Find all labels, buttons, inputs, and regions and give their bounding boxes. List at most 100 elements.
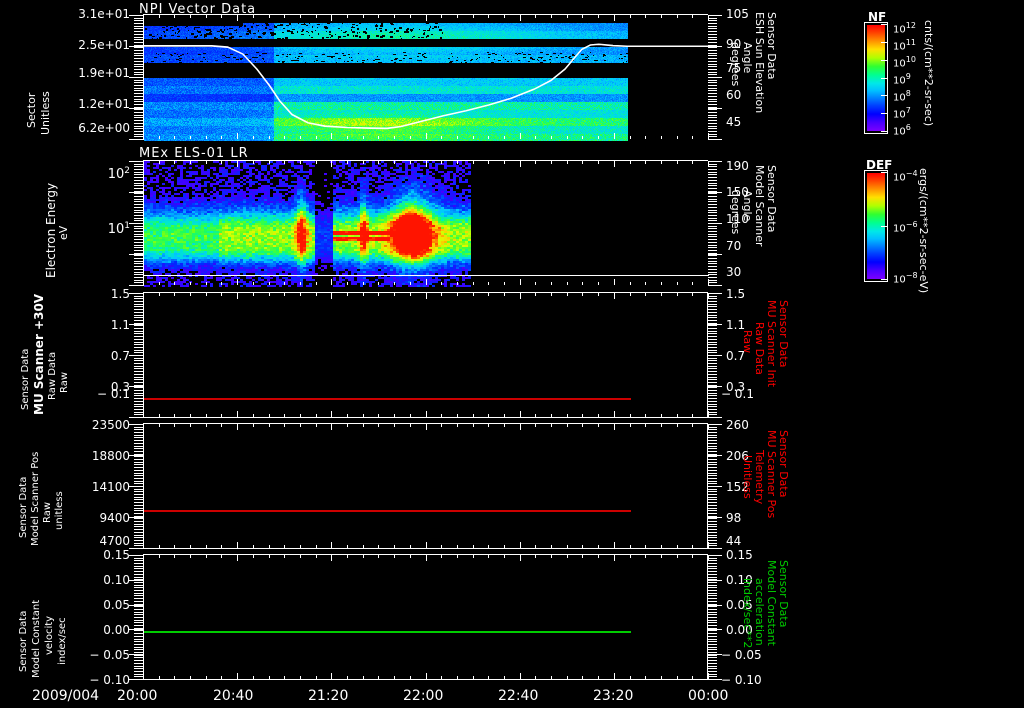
panel4-ytick-major-left bbox=[129, 629, 143, 631]
panel3-ytick-minor-right bbox=[708, 507, 717, 509]
panel3-ytick-major-right bbox=[708, 517, 722, 518]
p4-y2axis-title-3: Telemetry bbox=[753, 450, 766, 505]
panel2-xtick bbox=[331, 293, 333, 299]
panel1-xtick-minor bbox=[409, 161, 411, 164]
panel4-ytick-major-right bbox=[708, 604, 722, 606]
panel3-ytick-minor-right bbox=[708, 475, 717, 477]
panel0-xtick-minor bbox=[629, 15, 631, 18]
p3-ytick-3: 0.3 bbox=[110, 380, 130, 394]
panel1-xtick-minor bbox=[551, 282, 553, 285]
panel1-xtick-minor bbox=[205, 161, 207, 164]
panel1-xtick-minor bbox=[692, 282, 694, 285]
panel3-ytick-minor-left bbox=[134, 437, 143, 439]
panel2-ytick-minor-right bbox=[708, 360, 717, 362]
panel4-ytick-minor-left bbox=[134, 579, 143, 581]
panel2-xtick-minor bbox=[566, 293, 568, 296]
panel4-ytick-minor-left bbox=[134, 565, 143, 567]
panel4-ytick-minor-left bbox=[134, 614, 143, 616]
panel0-xtick-minor bbox=[441, 136, 443, 139]
xaxis-date-label: 2009/004 bbox=[32, 688, 100, 704]
panel3-xtick bbox=[331, 424, 333, 430]
panel1-xtick-minor bbox=[582, 161, 584, 164]
panel2-xtick-minor bbox=[551, 414, 553, 417]
panel1-xtick-minor bbox=[472, 161, 474, 164]
panel3-ytick-minor-right bbox=[708, 448, 717, 450]
panel3-xtick-minor bbox=[174, 545, 176, 548]
panel3-ytick-minor-left bbox=[134, 510, 143, 512]
npi-spectrogram bbox=[144, 15, 709, 141]
panel4-xtick-minor bbox=[347, 555, 349, 558]
panel2-ytick-minor-right bbox=[708, 373, 717, 375]
p4-y2tick-1: 206 bbox=[726, 449, 749, 463]
panel4-xtick-minor bbox=[299, 555, 301, 558]
panel1-ytick-minor-left bbox=[134, 239, 143, 241]
panel0-ytick-minor-left bbox=[134, 106, 143, 108]
panel3-ytick-minor-left bbox=[134, 521, 143, 523]
panel3-ytick-minor-left bbox=[134, 515, 143, 517]
npi-ytick-4: 6.2e+00 bbox=[78, 121, 130, 135]
panel0-xtick-minor bbox=[598, 15, 600, 18]
panel4-xtick-minor bbox=[566, 676, 568, 679]
panel3-ytick-minor-left bbox=[134, 534, 143, 536]
p4-y2axis-title-1: Sensor Data bbox=[777, 430, 790, 498]
panel4-ytick-minor-right bbox=[708, 568, 717, 570]
panel3-ytick-minor-right bbox=[708, 512, 717, 514]
panel4-ytick-minor-right bbox=[708, 665, 717, 667]
panel2-ytick-minor-right bbox=[708, 317, 717, 319]
panel1-xtick-minor bbox=[660, 282, 662, 285]
panel1-xtick-minor bbox=[237, 161, 239, 164]
colorbar-nf-tick-3: 109 bbox=[893, 72, 911, 87]
panel1-ytick-minor-left bbox=[134, 212, 143, 214]
panel0-ytick-minor-right bbox=[708, 85, 717, 87]
panel4-ytick-minor-left bbox=[134, 646, 143, 648]
panel2-ytick-minor-left bbox=[134, 384, 143, 386]
panel0-xtick-minor bbox=[708, 15, 709, 18]
panel4-xtick-minor bbox=[221, 555, 223, 558]
panel3-ytick-minor-right bbox=[708, 504, 717, 506]
panel1-xtick-minor bbox=[472, 282, 474, 285]
panel0-xtick bbox=[519, 15, 521, 21]
panel4-xtick-minor bbox=[613, 555, 615, 558]
panel2-ytick-minor-right bbox=[708, 384, 717, 386]
panel2-ytick-major-right bbox=[708, 386, 722, 387]
panel2-ytick-minor-left bbox=[134, 411, 143, 413]
panel3-xtick-minor bbox=[519, 545, 521, 548]
panel0-ytick-minor-right bbox=[708, 66, 717, 68]
panel2-xtick-minor bbox=[456, 414, 458, 417]
panel1-xtick-minor bbox=[284, 282, 286, 285]
panel1-xtick-minor bbox=[708, 161, 709, 164]
panel1-ytick-major-right bbox=[708, 254, 722, 255]
panel0-ytick-minor-left bbox=[134, 128, 143, 130]
panel3-ytick-minor-right bbox=[708, 521, 717, 523]
panel2-xtick-minor bbox=[503, 293, 505, 296]
panel0-xtick-minor bbox=[503, 136, 505, 139]
panel2-xtick-minor bbox=[535, 414, 537, 417]
panel3-ytick-minor-right bbox=[708, 456, 717, 458]
panel1-ytick-minor-left bbox=[134, 241, 143, 243]
panel0-ytick-major-right bbox=[708, 77, 722, 78]
panel4-ytick-minor-left bbox=[134, 595, 143, 597]
panel3-xtick-minor bbox=[441, 545, 443, 548]
panel1-xtick-minor bbox=[299, 161, 301, 164]
panel2-ytick-minor-right bbox=[708, 411, 717, 413]
panel2-ytick-minor-left bbox=[134, 390, 143, 392]
npi-ytick-0: 3.1e+01 bbox=[78, 7, 130, 21]
panel3-xtick-minor bbox=[645, 424, 647, 427]
panel1-xtick-minor bbox=[284, 161, 286, 164]
panel3-xtick-minor bbox=[582, 424, 584, 427]
panel0-ytick-minor-left bbox=[134, 39, 143, 41]
panel3-ytick-minor-left bbox=[134, 518, 143, 520]
panel0-xtick-minor bbox=[519, 136, 521, 139]
panel4-xtick-minor bbox=[582, 676, 584, 679]
panel1-xtick-minor bbox=[315, 161, 317, 164]
p5-ytick-2: 0.05 bbox=[103, 598, 130, 612]
panel4-xtick-minor bbox=[205, 676, 207, 679]
panel2-ytick-minor-left bbox=[134, 311, 143, 313]
panel2-xtick-minor bbox=[660, 414, 662, 417]
panel0-ytick-minor-left bbox=[134, 82, 143, 84]
p5-ytick-5: − 0.10 bbox=[89, 673, 130, 687]
panel0-xtick-minor bbox=[190, 15, 192, 18]
panel3-xtick bbox=[519, 424, 521, 430]
panel1-xtick-minor bbox=[676, 161, 678, 164]
panel3-ytick-minor-right bbox=[708, 477, 717, 479]
